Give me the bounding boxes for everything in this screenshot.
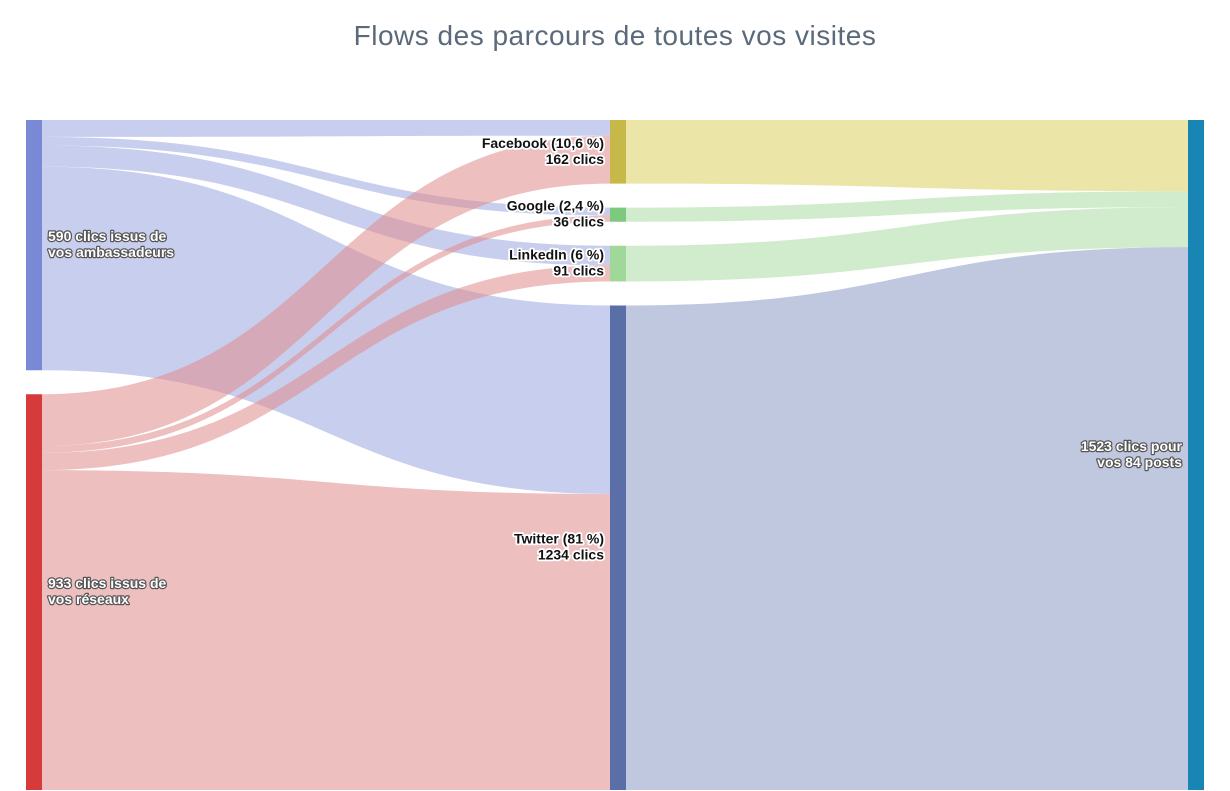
label-amb: 590 clics issus devos ambassadeurs <box>48 228 174 260</box>
sankey-chart: 590 clics issus devos ambassadeurs933 cl… <box>0 0 1230 791</box>
node-tw <box>610 305 626 790</box>
node-li <box>610 246 626 282</box>
node-posts <box>1188 120 1204 790</box>
node-gg <box>610 208 626 222</box>
flow-tw-posts <box>626 247 1188 790</box>
node-res <box>26 394 42 790</box>
flow-fb-posts <box>626 120 1188 191</box>
flow-res-tw <box>42 470 610 790</box>
node-amb <box>26 120 42 370</box>
node-fb <box>610 120 626 184</box>
